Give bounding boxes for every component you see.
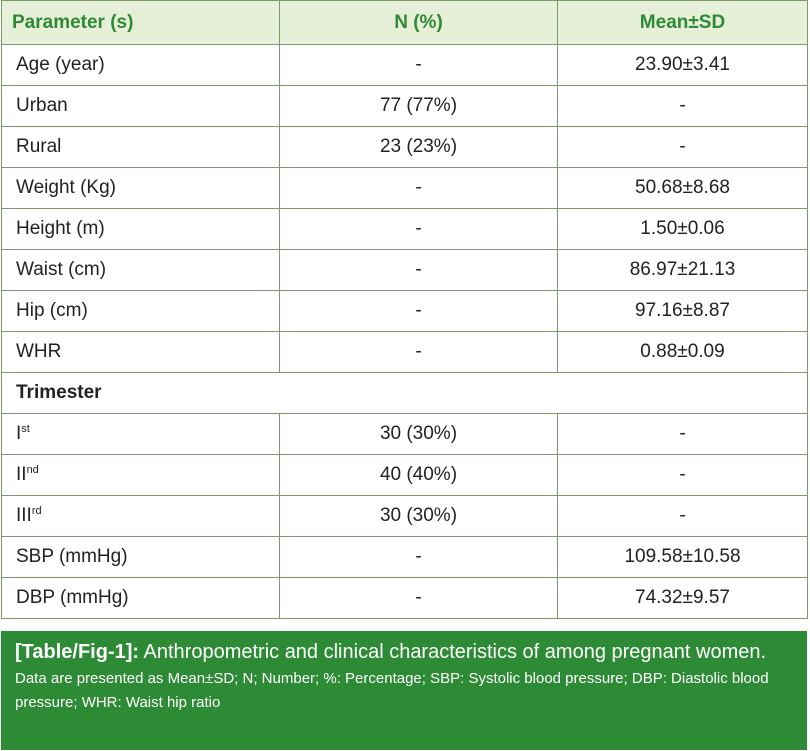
row-n: - (279, 536, 558, 578)
row-n: - (279, 208, 558, 250)
row-label: Waist (cm) (1, 249, 280, 291)
row-mean: 0.88±0.09 (557, 331, 808, 373)
row-mean: 23.90±3.41 (557, 44, 808, 86)
table-row: WHR - 0.88±0.09 (1, 331, 808, 373)
table-row: Urban 77 (77%) - (1, 85, 808, 127)
table-row: Weight (Kg) - 50.68±8.68 (1, 167, 808, 209)
row-mean: - (557, 454, 808, 496)
row-n: - (279, 249, 558, 291)
row-mean: 86.97±21.13 (557, 249, 808, 291)
trimester-base: III (16, 505, 32, 526)
row-n: - (279, 44, 558, 86)
trimester-label: IInd (1, 454, 280, 496)
row-label: WHR (1, 331, 280, 373)
row-mean: 50.68±8.68 (557, 167, 808, 209)
table-row: Hip (cm) - 97.16±8.87 (1, 290, 808, 332)
caption-title: Anthropometric and clinical characterist… (139, 641, 767, 663)
trimester-label: Ist (1, 413, 280, 455)
row-mean: - (557, 126, 808, 168)
header-n-percent: N (%) (279, 0, 558, 45)
table-row: DBP (mmHg) - 74.32±9.57 (1, 577, 808, 619)
row-n: 30 (30%) (279, 495, 558, 537)
trimester-ordinal: nd (26, 464, 39, 476)
trimester-base: II (16, 464, 27, 485)
header-row: Parameter (s) N (%) Mean±SD (1, 0, 808, 45)
row-label: DBP (mmHg) (1, 577, 280, 619)
row-label: Height (m) (1, 208, 280, 250)
table-row: Ist 30 (30%) - (1, 413, 808, 455)
trimester-ordinal: rd (31, 505, 42, 517)
caption-tag: [Table/Fig-1]: (15, 641, 140, 663)
table-row: Rural 23 (23%) - (1, 126, 808, 168)
row-n: 23 (23%) (279, 126, 558, 168)
trimester-label: IIIrd (1, 495, 280, 537)
row-mean: - (557, 413, 808, 455)
table-caption: [Table/Fig-1]: Anthropometric and clinic… (1, 631, 807, 750)
row-label: Age (year) (1, 44, 280, 86)
row-n: 30 (30%) (279, 413, 558, 455)
row-mean: 109.58±10.58 (557, 536, 808, 578)
row-n: 77 (77%) (279, 85, 558, 127)
row-n: - (279, 167, 558, 209)
trimester-ordinal: st (21, 423, 30, 435)
row-label: SBP (mmHg) (1, 536, 280, 578)
row-mean: 1.50±0.06 (557, 208, 808, 250)
row-mean: 74.32±9.57 (557, 577, 808, 619)
row-mean: - (557, 85, 808, 127)
section-row-trimester: Trimester (1, 372, 808, 414)
section-label: Trimester (1, 372, 808, 414)
table-row: Age (year) - 23.90±3.41 (1, 44, 808, 86)
caption-title-line: [Table/Fig-1]: Anthropometric and clinic… (15, 639, 795, 665)
trimester-base: I (16, 423, 22, 444)
row-n: 40 (40%) (279, 454, 558, 496)
row-mean: - (557, 495, 808, 537)
header-mean-sd: Mean±SD (557, 0, 808, 45)
table-row: Waist (cm) - 86.97±21.13 (1, 249, 808, 291)
row-label: Hip (cm) (1, 290, 280, 332)
row-n: - (279, 331, 558, 373)
table-row: IIIrd 30 (30%) - (1, 495, 808, 537)
row-mean: 97.16±8.87 (557, 290, 808, 332)
caption-note: Data are presented as Mean±SD; N; Number… (15, 670, 769, 711)
row-label: Weight (Kg) (1, 167, 280, 209)
row-n: - (279, 577, 558, 619)
characteristics-table: Parameter (s) N (%) Mean±SD Age (year) -… (1, 0, 808, 619)
row-n: - (279, 290, 558, 332)
table-row: Height (m) - 1.50±0.06 (1, 208, 808, 250)
row-label: Rural (1, 126, 280, 168)
table-row: SBP (mmHg) - 109.58±10.58 (1, 536, 808, 578)
row-label: Urban (1, 85, 280, 127)
header-parameter: Parameter (s) (1, 0, 280, 45)
table-row: IInd 40 (40%) - (1, 454, 808, 496)
